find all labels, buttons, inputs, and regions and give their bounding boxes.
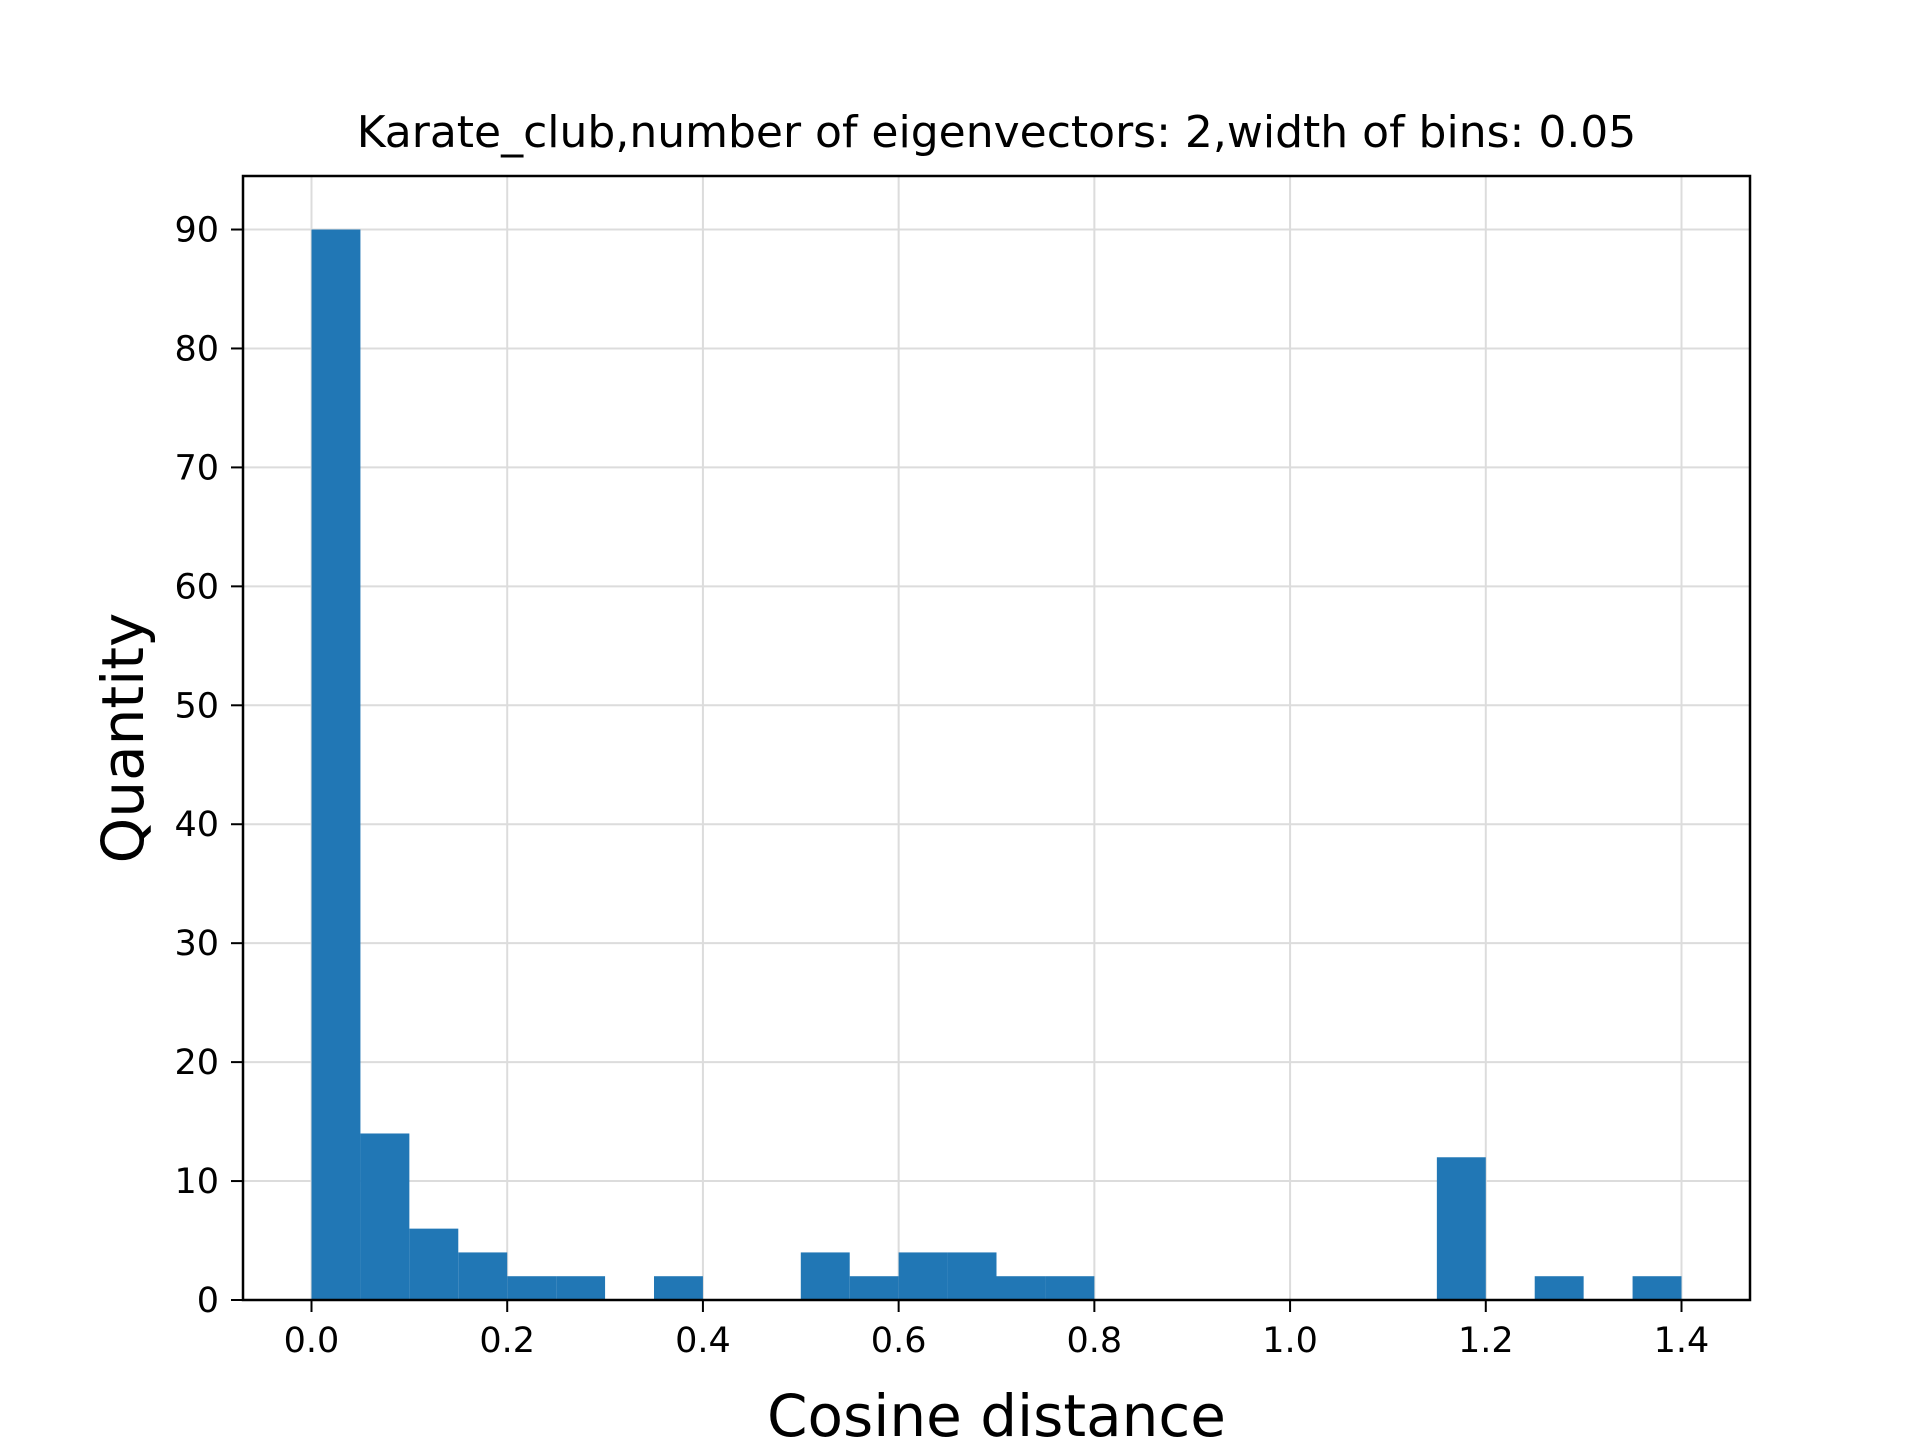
y-tick-label: 20 (174, 1043, 219, 1083)
y-tick-label: 0 (197, 1281, 219, 1321)
x-tick-label: 0.2 (479, 1321, 535, 1361)
histogram-bar (311, 229, 361, 1300)
histogram-bar (1045, 1276, 1095, 1300)
histogram-bar (996, 1276, 1046, 1300)
y-tick-label: 50 (174, 686, 219, 726)
histogram-bar (507, 1276, 557, 1300)
histogram-bar (947, 1252, 997, 1300)
histogram-bar (360, 1133, 410, 1300)
histogram-bar (800, 1252, 850, 1300)
grid-lines (243, 176, 1750, 1301)
x-tick-label: 0.8 (1067, 1321, 1123, 1361)
x-tick-label: 0.4 (675, 1321, 731, 1361)
x-tick-label: 0.0 (284, 1321, 340, 1361)
histogram-bar (1534, 1276, 1584, 1300)
y-axis-ticks: 0 10 20 30 40 50 60 70 80 90 (174, 211, 243, 1321)
y-tick-label: 80 (174, 329, 219, 369)
plot-area-frame (241, 174, 1752, 1302)
x-tick-label: 1.2 (1458, 1321, 1514, 1361)
chart-title: Karate_club,number of eigenvectors: 2,wi… (357, 107, 1637, 158)
x-tick-label: 1.0 (1262, 1321, 1318, 1361)
histogram-bar (1632, 1276, 1682, 1300)
x-axis-ticks: 0.0 0.2 0.4 0.6 0.8 1.0 1.2 1.4 (284, 1300, 1710, 1361)
y-tick-label: 30 (174, 924, 219, 964)
x-axis-title: Cosine distance (767, 1382, 1226, 1440)
y-axis-title: Quantity (89, 613, 157, 864)
histogram-bar (409, 1228, 459, 1300)
histogram-bar (849, 1276, 899, 1300)
histogram-bar (556, 1276, 606, 1300)
x-tick-label: 1.4 (1654, 1321, 1710, 1361)
histogram-bar (654, 1276, 703, 1300)
histogram-bars (311, 229, 1682, 1300)
x-tick-label: 0.6 (871, 1321, 927, 1361)
histogram-bar (458, 1252, 508, 1300)
histogram-bar (898, 1252, 948, 1300)
y-tick-label: 90 (174, 211, 219, 251)
y-tick-label: 60 (174, 567, 219, 607)
y-tick-label: 70 (174, 448, 219, 488)
y-tick-label: 40 (174, 805, 219, 845)
histogram-bar (1436, 1157, 1486, 1300)
y-tick-label: 10 (174, 1162, 219, 1202)
